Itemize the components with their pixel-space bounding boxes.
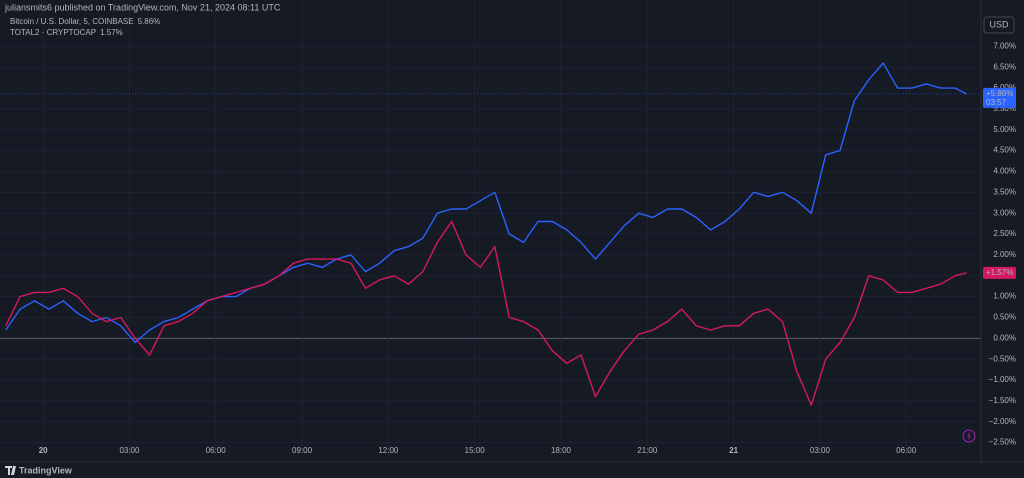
y-tick-label: −0.50% — [989, 354, 1016, 363]
value-label: +1.57% — [986, 268, 1013, 277]
price-label-box — [983, 266, 1016, 279]
y-tick-label: 4.50% — [993, 146, 1016, 155]
y-tick-label: −2.50% — [989, 438, 1016, 447]
x-tick-label: 21 — [729, 446, 738, 455]
price-label-box — [983, 87, 1016, 108]
y-tick-label: −1.00% — [989, 375, 1016, 384]
x-tick-label: 06:00 — [206, 446, 227, 455]
y-tick-label: 6.00% — [993, 83, 1016, 92]
brand: TradingView — [19, 465, 73, 475]
legend: Bitcoin / U.S. Dollar, 5, COINBASE 5.86% T… — [10, 17, 160, 37]
y-tick-label: 6.50% — [993, 62, 1016, 71]
y-tick-label: 2.00% — [993, 250, 1016, 259]
y-tick-label: 2.50% — [993, 229, 1016, 238]
alert-icon[interactable] — [962, 429, 976, 443]
y-tick-label: 5.00% — [993, 125, 1016, 134]
series-line — [5, 62, 967, 344]
legend-value: 1.57% — [100, 28, 123, 37]
x-tick-label: 12:00 — [378, 446, 399, 455]
plot — [0, 62, 981, 406]
currency[interactable]: USD — [989, 19, 1009, 29]
x-tick-label: 21:00 — [637, 446, 658, 455]
grid — [0, 0, 981, 458]
legend-name: Bitcoin / U.S. Dollar, 5, COINBASE — [10, 17, 134, 26]
legend-value: 5.86% — [138, 17, 161, 26]
publisher: juliansmits6 published on TradingView.co… — [4, 2, 281, 12]
y-tick-label: 3.50% — [993, 187, 1016, 196]
currency-button[interactable] — [983, 16, 1015, 34]
y-tick-label: −2.00% — [989, 417, 1016, 426]
y-tick-label: 7.00% — [993, 41, 1016, 50]
countdown: 03:57 — [986, 98, 1007, 107]
x-tick-label: 09:00 — [292, 446, 313, 455]
y-tick-label: 4.00% — [993, 167, 1016, 176]
x-tick-label: 06:00 — [896, 446, 917, 455]
series-line — [5, 220, 967, 406]
x-tick-label: 03:00 — [119, 446, 140, 455]
x-tick-label: 03:00 — [810, 446, 831, 455]
y-tick-label: 1.00% — [993, 292, 1016, 301]
x-tick-label: 18:00 — [551, 446, 572, 455]
x-tick-label: 15:00 — [465, 446, 486, 455]
y-tick-label: 0.00% — [993, 333, 1016, 342]
alert-bolt — [967, 432, 971, 440]
y-tick-label: −1.50% — [989, 396, 1016, 405]
y-tick-label: 5.50% — [993, 104, 1016, 113]
value-label: +5.86% — [986, 89, 1013, 98]
x-tick-label: 20 — [39, 446, 48, 455]
logo-icon — [5, 466, 16, 475]
y-tick-label: 0.50% — [993, 313, 1016, 322]
y-tick-label: 3.00% — [993, 208, 1016, 217]
legend-name: TOTAL2 · CRYPTOCAP — [10, 28, 96, 37]
